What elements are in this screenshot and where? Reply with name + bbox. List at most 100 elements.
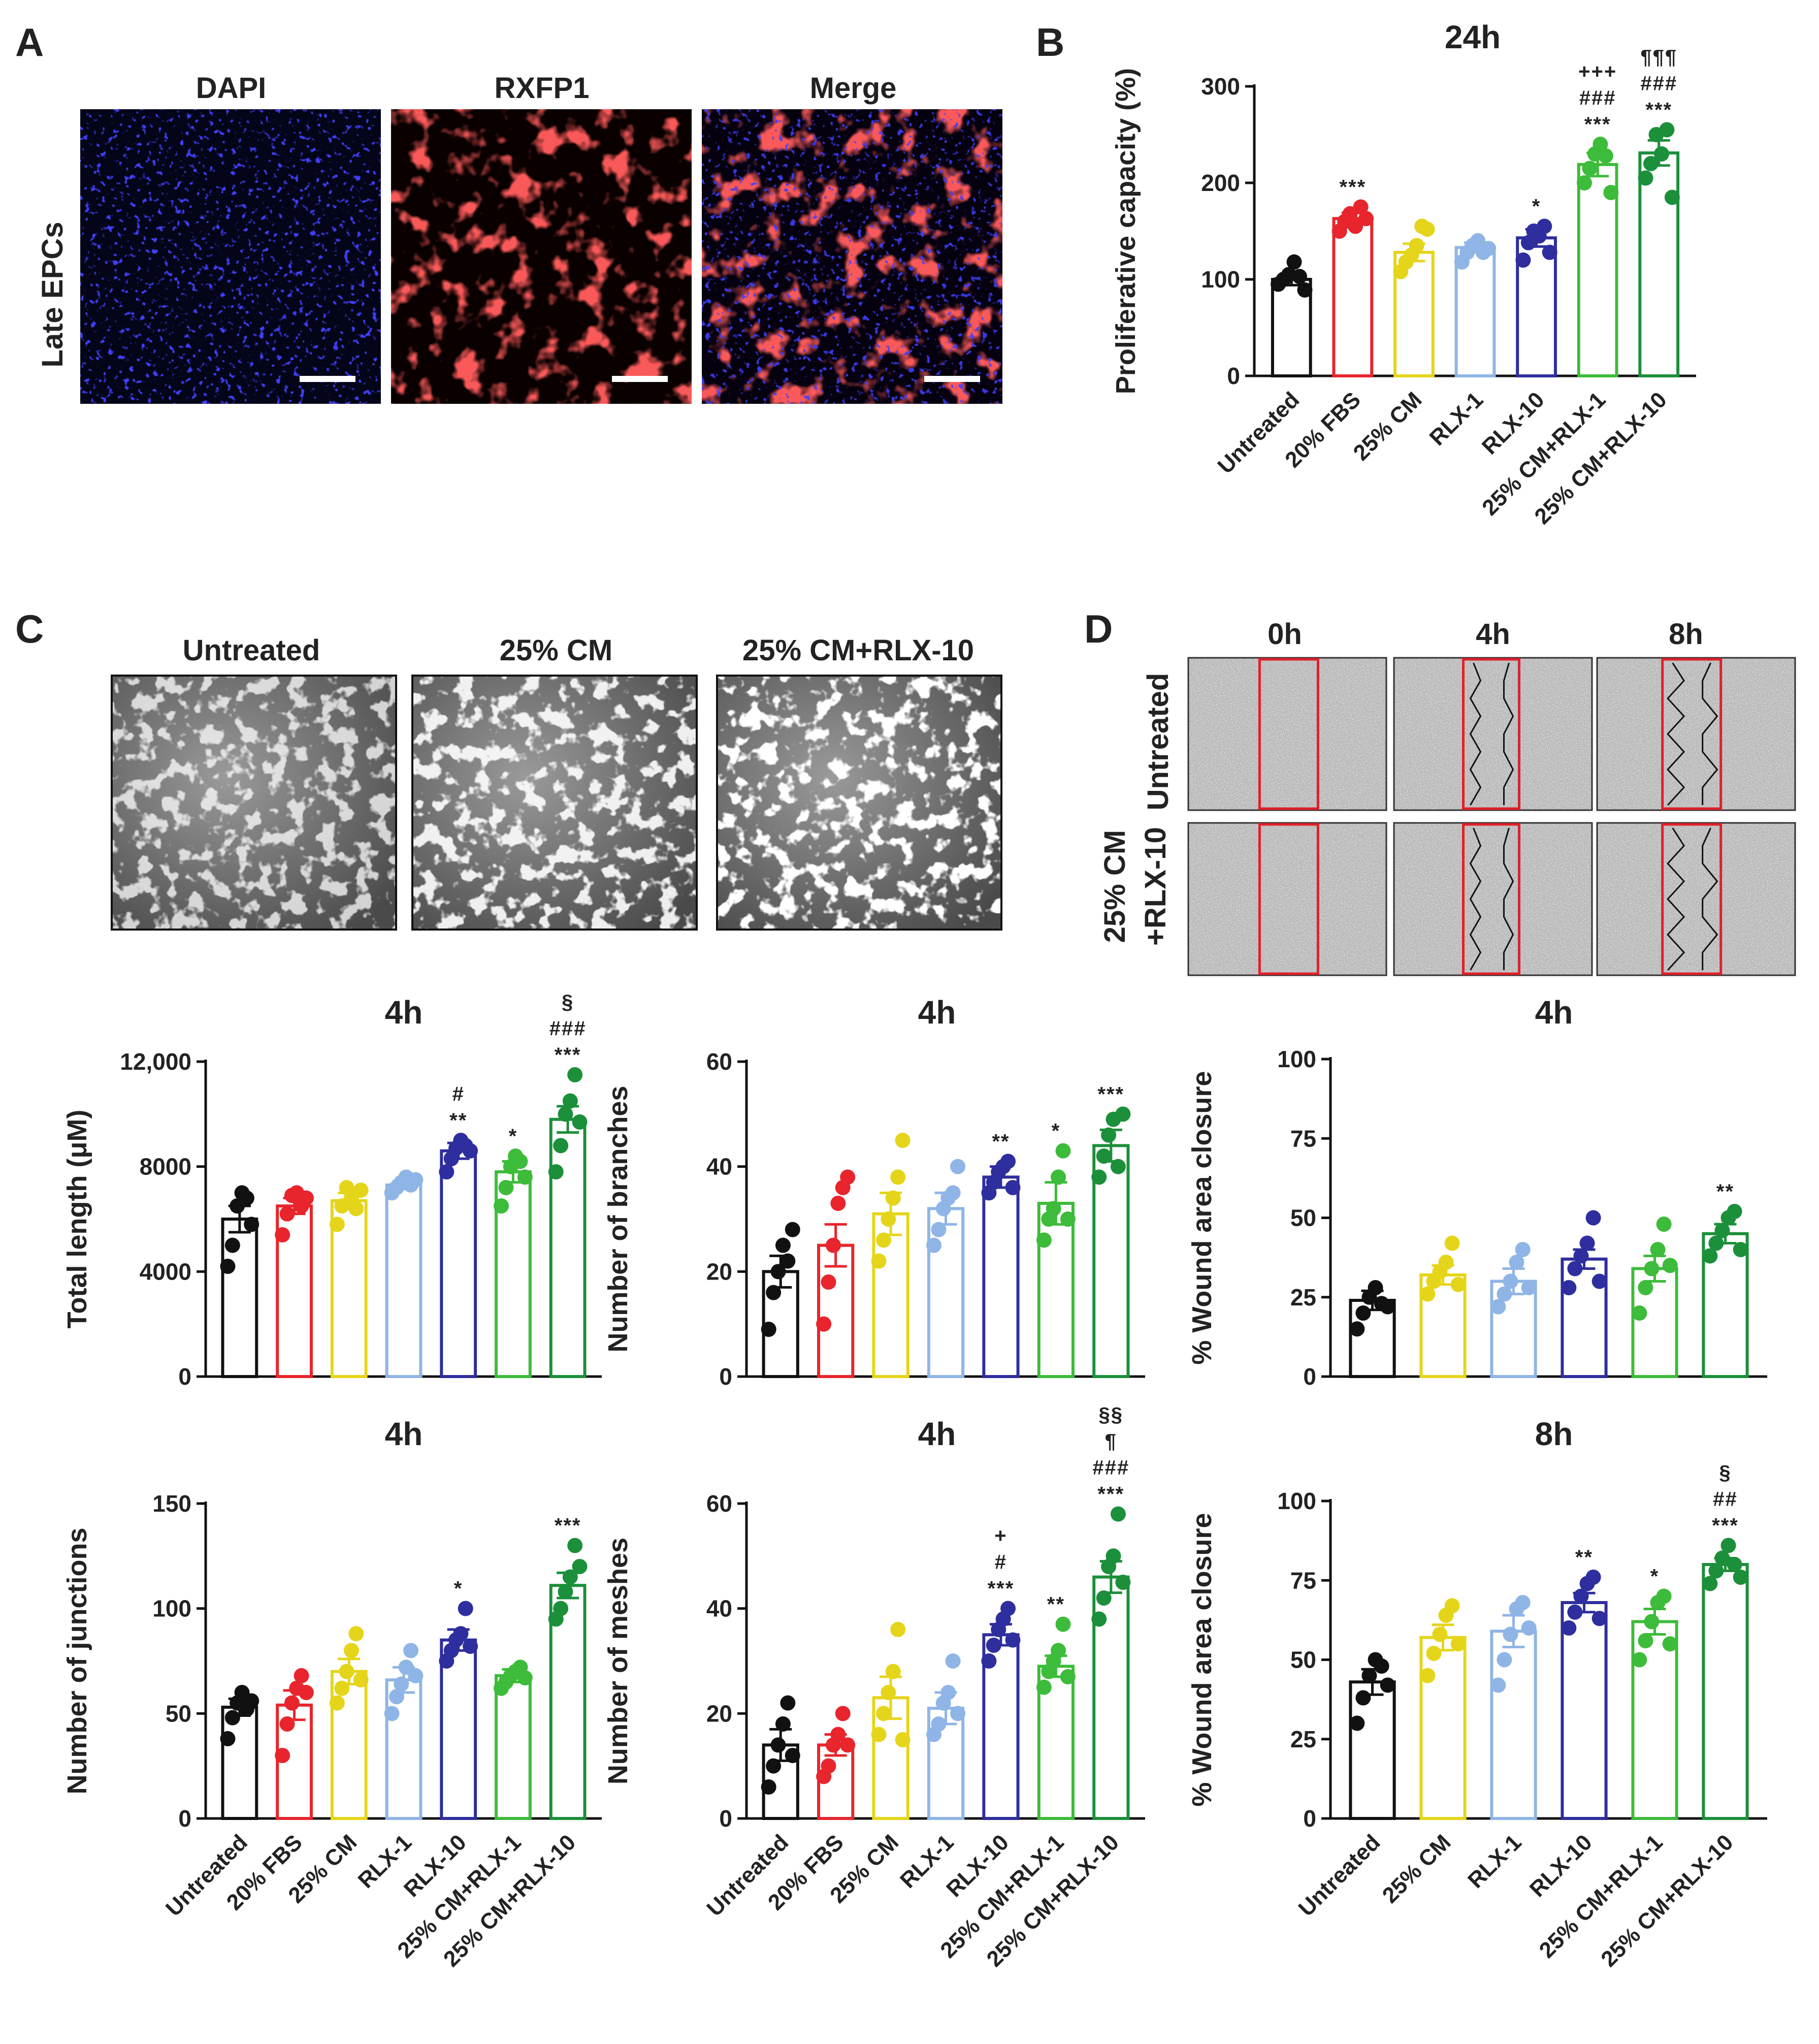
panel-a: A Late EPCs DAPI RXFP1 Merge [15, 20, 1002, 404]
data-point [885, 1190, 901, 1206]
scratch-region-box [1661, 823, 1723, 975]
data-point [1374, 1658, 1389, 1674]
data-point [244, 1217, 259, 1232]
data-point [224, 1237, 240, 1253]
data-point [275, 1227, 290, 1242]
data-point [1450, 1636, 1466, 1652]
data-point [1000, 1601, 1016, 1616]
data-point [329, 1695, 345, 1711]
data-point [1542, 244, 1557, 260]
data-point [1106, 1548, 1121, 1564]
significance-marker: ** [449, 1109, 467, 1132]
y-tick-label: 12,000 [120, 1048, 191, 1075]
data-point [1727, 1557, 1742, 1572]
panel-letter-a: A [15, 20, 44, 65]
row-label-untreated: Untreated [1142, 673, 1175, 811]
data-point [1450, 1276, 1466, 1292]
wound-edge-line [1503, 827, 1514, 970]
significance-marker: *** [555, 1515, 581, 1537]
panel-letter-b: B [1036, 20, 1064, 65]
data-point [572, 1114, 588, 1130]
row-label-rlx10: +RLX-10 [1139, 827, 1172, 946]
data-point [1110, 1159, 1126, 1174]
significance-marker: §§ [1099, 1404, 1124, 1426]
panel-letter-d: D [1084, 606, 1113, 651]
data-point [439, 1164, 454, 1179]
data-point [1702, 1248, 1718, 1264]
data-point [1051, 1643, 1066, 1658]
data-point [840, 1169, 856, 1185]
data-point [830, 1196, 846, 1211]
chart-title: 4h [918, 994, 956, 1031]
wound-edge-line [1503, 662, 1514, 805]
scale-bar [924, 376, 980, 382]
data-point [1497, 1652, 1512, 1668]
data-point [562, 1569, 578, 1585]
scratch-image [1596, 822, 1796, 976]
y-tick-label: 100 [1277, 1046, 1316, 1072]
wound-edge-line [1667, 662, 1685, 806]
data-point [1567, 1604, 1583, 1620]
significance-marker: ¶¶¶ [1640, 46, 1677, 69]
wound-edge-line [1702, 662, 1718, 805]
bar [982, 1175, 1020, 1378]
data-point [394, 1676, 409, 1692]
bar [221, 1705, 258, 1821]
data-point [1521, 1620, 1537, 1636]
x-tick-label: Untreated [1294, 1830, 1385, 1921]
data-point [1579, 1235, 1595, 1251]
data-point [1051, 1169, 1066, 1185]
data-point [1036, 1679, 1052, 1695]
panel-c-images: C Untreated 25% CM 25% CM+RLX-10 [15, 606, 1002, 931]
data-point [1091, 1169, 1107, 1185]
data-point [1638, 170, 1653, 186]
bar [549, 1117, 587, 1379]
data-point [239, 1190, 254, 1206]
data-point [890, 1169, 906, 1185]
chart-title: 8h [1535, 1416, 1573, 1452]
data-point [294, 1668, 309, 1683]
data-point [1432, 1626, 1448, 1642]
data-point [1638, 1633, 1653, 1648]
data-point [275, 1748, 290, 1763]
data-point [770, 1737, 786, 1753]
data-point [1656, 1217, 1672, 1232]
chart-title: 4h [385, 994, 423, 1031]
significance-marker: ** [992, 1130, 1010, 1153]
y-tick-label: 60 [706, 1048, 732, 1075]
significance-marker: *** [1645, 99, 1672, 121]
data-point [1632, 1652, 1647, 1668]
data-point [1490, 1299, 1506, 1315]
data-point [224, 1710, 240, 1726]
data-point [353, 1183, 369, 1198]
data-point [1115, 1106, 1131, 1122]
significance-marker: ¶ [1105, 1430, 1117, 1453]
scratch-image [1187, 657, 1387, 811]
significance-marker: * [509, 1125, 518, 1147]
data-point [1573, 1248, 1589, 1264]
data-point [1000, 1154, 1016, 1169]
data-point [1714, 1550, 1730, 1566]
scale-bar [612, 376, 668, 382]
data-point [348, 1626, 364, 1642]
data-point [981, 1653, 997, 1669]
significance-marker: * [1052, 1120, 1061, 1142]
data-point [1521, 1280, 1537, 1295]
data-point [1727, 1204, 1742, 1219]
y-tick-label: 200 [1201, 170, 1240, 196]
label-c-25cm: 25% CM [500, 634, 612, 667]
data-point [1503, 1273, 1518, 1289]
data-point [875, 1706, 891, 1721]
significance-marker: * [1650, 1566, 1660, 1588]
data-point [1653, 146, 1669, 162]
y-tick-label: 50 [1290, 1647, 1316, 1673]
data-point [388, 1689, 404, 1705]
data-point [945, 1185, 961, 1201]
data-point [1005, 1632, 1021, 1648]
label-c-25cm-rlx10: 25% CM+RLX-10 [742, 634, 974, 667]
tube-image-25cm-rlx10 [716, 675, 1002, 931]
data-point [1585, 1570, 1601, 1585]
data-point [1358, 211, 1374, 227]
significance-marker: ** [1575, 1546, 1593, 1569]
